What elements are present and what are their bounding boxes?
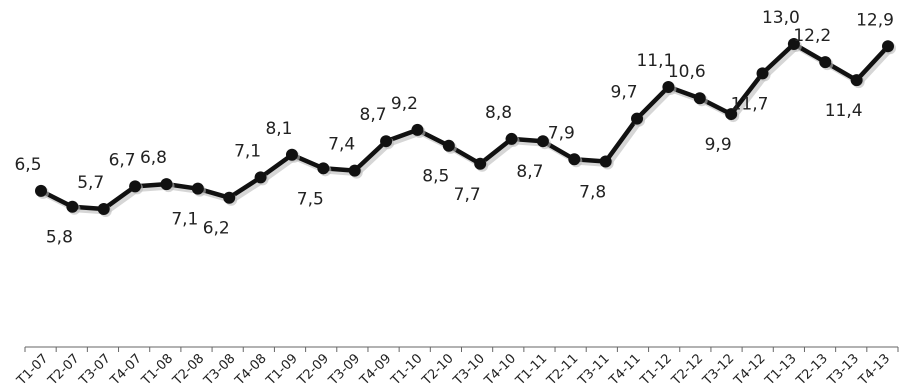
x-tick-label: T4-09 — [357, 351, 395, 389]
x-tick-label: T2-12 — [668, 351, 706, 389]
data-label: 9,2 — [391, 94, 418, 114]
data-label: 9,7 — [611, 83, 638, 103]
data-label: 11,4 — [825, 101, 863, 121]
data-label: 11,7 — [731, 94, 769, 114]
series-group — [35, 38, 896, 217]
data-label: 8,8 — [485, 103, 512, 123]
x-tick-label: T1-08 — [138, 351, 176, 389]
x-tick-label: T2-11 — [544, 351, 582, 389]
x-tick-label: T4-07 — [107, 351, 145, 389]
x-tick-label: T1-12 — [637, 351, 675, 389]
data-point — [536, 135, 549, 148]
data-point — [693, 92, 706, 105]
data-point — [631, 112, 644, 125]
data-label: 5,7 — [77, 173, 104, 193]
data-label: 5,8 — [46, 228, 73, 248]
x-tick-labels: T1-07T2-07T3-07T4-07T1-08T2-08T3-08T4-08… — [14, 351, 894, 389]
series-line — [38, 41, 891, 212]
x-tick-label: T3-11 — [575, 351, 613, 389]
data-point — [599, 155, 612, 168]
x-tick-label: T2-07 — [45, 351, 83, 389]
x-tick-label: T3-07 — [76, 351, 114, 389]
data-label: 8,7 — [360, 105, 387, 125]
data-label: 7,7 — [454, 185, 481, 205]
x-axis — [24, 346, 899, 352]
x-tick-label: T4-13 — [855, 351, 893, 389]
data-point — [882, 40, 894, 53]
data-label: 10,6 — [668, 62, 706, 82]
data-label: 7,9 — [548, 123, 575, 143]
data-label: 11,1 — [636, 51, 674, 71]
x-tick-label: T2-13 — [793, 351, 831, 389]
data-label: 12,9 — [856, 10, 894, 30]
x-tick-label: T3-08 — [201, 351, 239, 389]
data-label: 13,0 — [762, 8, 800, 28]
data-label: 9,9 — [705, 135, 732, 155]
x-tick-label: T1-10 — [388, 351, 426, 389]
data-label: 8,7 — [516, 162, 543, 182]
data-point — [411, 123, 424, 136]
data-label: 12,2 — [793, 26, 831, 46]
x-tick-label: T1-11 — [512, 351, 550, 389]
data-point — [662, 80, 675, 93]
x-tick-label: T2-09 — [294, 351, 332, 389]
data-label: 6,7 — [109, 150, 136, 170]
x-tick-label: T3-10 — [450, 351, 488, 389]
data-point — [756, 67, 769, 80]
data-point — [819, 56, 832, 69]
x-tick-label: T1-13 — [762, 351, 800, 389]
data-label: 8,5 — [422, 167, 449, 187]
data-point — [129, 180, 142, 193]
data-point — [66, 200, 79, 213]
data-point — [568, 153, 581, 166]
data-point — [160, 178, 173, 191]
x-tick-label: T1-07 — [14, 351, 52, 389]
data-label: 6,8 — [140, 148, 167, 168]
x-tick-label: T4-10 — [481, 351, 519, 389]
data-point — [223, 191, 236, 204]
data-label: 7,1 — [234, 141, 261, 161]
data-label: 7,1 — [171, 210, 198, 230]
data-point — [850, 74, 863, 87]
data-label: 6,5 — [14, 155, 41, 175]
data-label: 6,2 — [203, 219, 230, 239]
x-tick-label: T3-13 — [824, 351, 862, 389]
data-point — [474, 157, 487, 170]
x-tick-label: T3-09 — [325, 351, 363, 389]
data-label: 7,5 — [297, 189, 324, 209]
x-tick-label: T2-10 — [419, 351, 457, 389]
data-point — [317, 162, 330, 175]
x-tick-label: T4-08 — [232, 351, 270, 389]
x-tick-label: T1-09 — [263, 351, 301, 389]
data-label: 7,8 — [579, 183, 606, 203]
data-point — [285, 148, 298, 161]
data-point — [97, 203, 110, 215]
data-point — [191, 182, 204, 195]
data-point — [442, 139, 455, 152]
data-point — [348, 164, 361, 177]
data-point — [725, 108, 738, 121]
data-point — [380, 135, 393, 148]
x-tick-label: T3-12 — [700, 351, 738, 389]
x-tick-label: T2-08 — [170, 351, 208, 389]
data-label: 8,1 — [265, 119, 292, 139]
data-point — [787, 38, 800, 50]
data-point — [35, 184, 47, 197]
x-tick-label: T4-11 — [606, 351, 644, 389]
data-point — [254, 171, 267, 184]
data-point — [505, 132, 518, 145]
data-label: 7,4 — [328, 135, 355, 155]
data-labels: 6,55,85,76,7 6,87,1 6,27,18,17,57,48,79,28… — [14, 8, 893, 248]
x-tick-label: T4-12 — [731, 351, 769, 389]
